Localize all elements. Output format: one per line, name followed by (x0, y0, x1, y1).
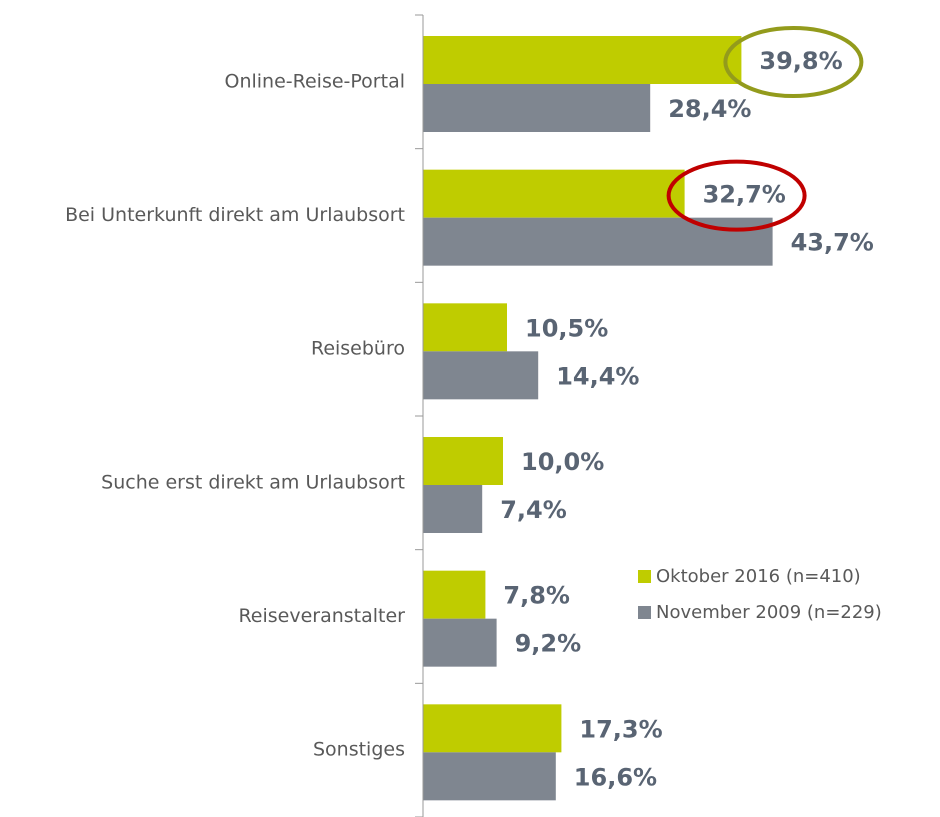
bar (423, 570, 486, 619)
bar (423, 618, 497, 667)
highlight-ellipse (723, 26, 864, 98)
value-label: 10,5% (525, 314, 608, 342)
legend-label: Oktober 2016 (n=410) (656, 566, 861, 587)
category-label: Sonstiges (313, 739, 405, 761)
bar (423, 704, 562, 753)
bar (423, 752, 556, 801)
value-label: 17,3% (579, 715, 662, 743)
highlight-ellipse (666, 159, 807, 232)
value-label: 16,6% (574, 763, 657, 791)
value-label: 9,2% (515, 630, 582, 658)
legend-swatch (638, 606, 651, 619)
value-label: 14,4% (556, 362, 639, 390)
value-label: 39,8% (759, 47, 842, 75)
category-label: Online-Reise-Portal (225, 70, 406, 92)
legend-label: November 2009 (n=229) (656, 602, 882, 623)
category-label: Reiseveranstalter (238, 605, 405, 627)
category-label: Suche erst direkt am Urlaubsort (101, 471, 405, 493)
category-label: Bei Unterkunft direkt am Urlaubsort (65, 204, 405, 226)
value-label: 43,7% (791, 229, 874, 257)
bar (423, 485, 483, 533)
legend-swatch (638, 570, 651, 583)
bar (423, 351, 539, 400)
value-label: 32,7% (703, 181, 786, 209)
bar (423, 437, 503, 485)
bar (423, 217, 773, 266)
bar (423, 84, 651, 132)
bar (423, 36, 742, 84)
value-label: 10,0% (521, 448, 604, 476)
bar (423, 303, 507, 352)
value-label: 7,4% (500, 496, 567, 524)
category-label: Reisebüro (311, 338, 405, 360)
value-label: 28,4% (668, 95, 751, 123)
bar (423, 169, 685, 218)
value-label: 7,8% (503, 582, 570, 610)
